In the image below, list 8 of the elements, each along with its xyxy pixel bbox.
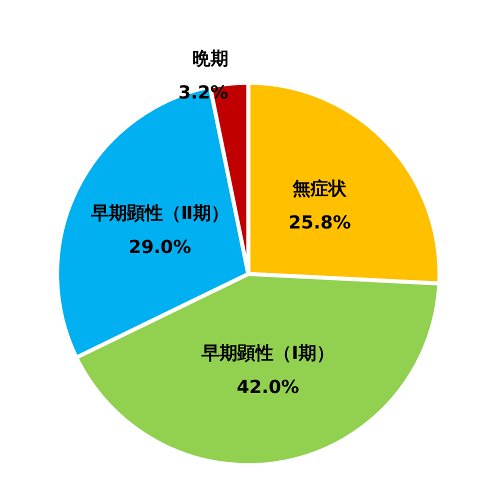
- slice-label: 早期顕性（Ⅱ期）: [90, 202, 229, 224]
- slice-label: 無症状: [292, 178, 348, 200]
- slice-label: 早期顕性（Ⅰ期）: [200, 343, 334, 364]
- data-label: 3.2%: [178, 82, 228, 104]
- data-label: 42.0%: [236, 377, 300, 398]
- data-label: 29.0%: [128, 236, 192, 258]
- slice-label: 晩期: [192, 48, 228, 70]
- data-label: 25.8%: [288, 212, 351, 234]
